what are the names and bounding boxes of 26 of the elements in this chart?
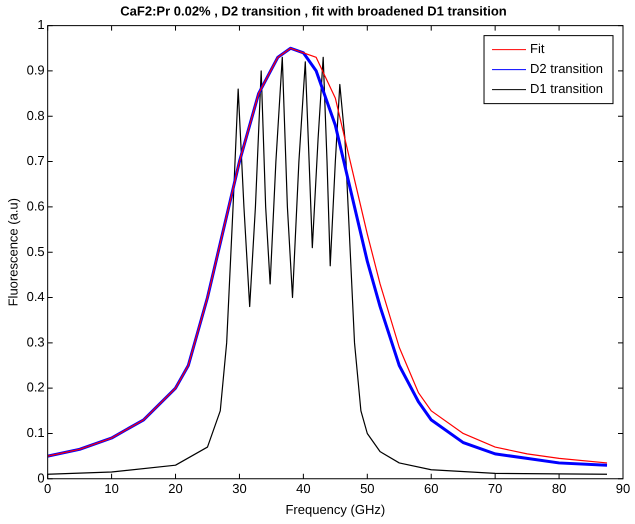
- x-tick-label: 80: [552, 481, 566, 496]
- legend-label: D1 transition: [530, 81, 604, 96]
- x-tick-label: 30: [232, 481, 247, 496]
- y-tick-label: 0.3: [26, 334, 45, 350]
- y-tick-label: 0.8: [26, 108, 45, 123]
- x-tick-label: 50: [360, 481, 375, 496]
- legend-label: D2 transition: [530, 61, 604, 76]
- y-tick-label: 0.7: [26, 153, 45, 168]
- y-tick-label: 0.6: [26, 198, 45, 214]
- y-tick-label: 0.4: [26, 289, 45, 304]
- x-tick-label: 40: [296, 481, 311, 496]
- x-tick-label: 20: [168, 481, 183, 496]
- y-tick-label: 0.1: [26, 425, 45, 440]
- x-tick-label: 70: [488, 481, 502, 496]
- y-axis-title: Fluorescence (a.u): [5, 198, 20, 306]
- x-tick-label: 60: [424, 481, 438, 496]
- x-tick-label: 90: [616, 481, 630, 496]
- y-tick-label: 0: [37, 470, 45, 486]
- x-axis-title: Frequency (GHz): [285, 502, 386, 517]
- legend-label: Fit: [530, 41, 545, 56]
- y-tick-label: 0.5: [26, 244, 45, 259]
- y-tick-label: 0.9: [26, 62, 45, 78]
- y-tick-label: 1: [37, 17, 45, 32]
- y-tick-label: 0.2: [26, 380, 45, 395]
- chart-title: CaF2:Pr 0.02% , D2 transition , fit with broadened D1 transition: [120, 3, 507, 18]
- x-tick-label: 10: [104, 481, 119, 496]
